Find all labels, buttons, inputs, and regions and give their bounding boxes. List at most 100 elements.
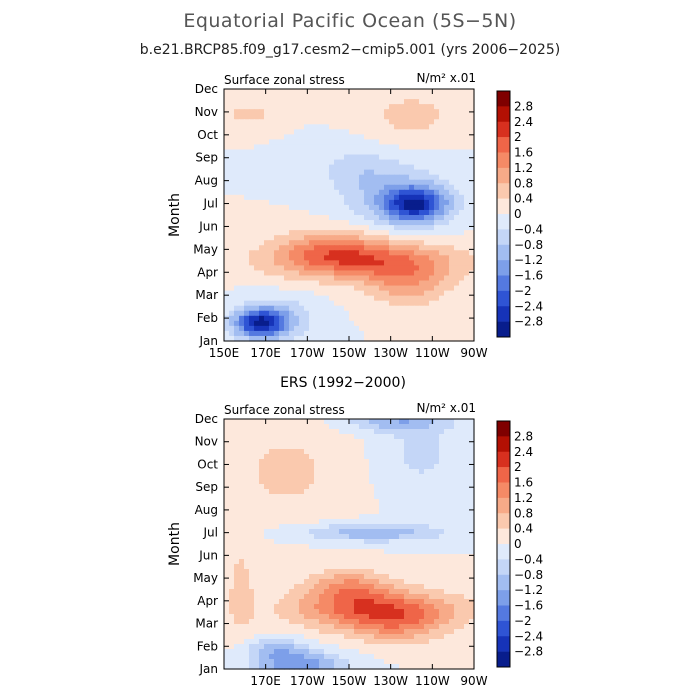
heatmap-cell	[439, 464, 445, 470]
heatmap-cell	[344, 209, 350, 216]
heatmap-cell	[299, 424, 305, 430]
heatmap-cell	[369, 574, 375, 580]
heatmap-cell	[384, 240, 390, 246]
heatmap-cell	[394, 220, 400, 226]
heatmap-cell	[449, 225, 455, 231]
heatmap-cell	[369, 529, 375, 535]
heatmap-cell	[284, 310, 290, 317]
heatmap-cell	[234, 474, 240, 480]
heatmap-cell	[324, 300, 330, 307]
heatmap-cell	[369, 544, 375, 550]
heatmap-cell	[234, 534, 240, 540]
heatmap-cell	[464, 295, 470, 302]
heatmap-cell	[364, 554, 370, 560]
heatmap-cell	[444, 89, 450, 95]
heatmap-cell	[439, 624, 445, 630]
heatmap-cell	[429, 599, 435, 605]
heatmap-cell	[289, 459, 295, 465]
heatmap-cell	[234, 129, 240, 135]
heatmap-cell	[309, 434, 315, 440]
heatmap-cell	[259, 149, 265, 156]
heatmap-cell	[444, 519, 450, 525]
heatmap-cell	[314, 454, 320, 460]
heatmap-cell	[299, 189, 305, 196]
heatmap-cell	[349, 144, 355, 151]
heatmap-cell	[464, 574, 470, 580]
heatmap-cell	[329, 479, 335, 485]
heatmap-cell	[449, 194, 455, 201]
heatmap-cell	[294, 459, 300, 465]
heatmap-cell	[434, 335, 440, 342]
heatmap-cell	[284, 504, 290, 510]
heatmap-cell	[464, 169, 470, 176]
heatmap-cell	[384, 220, 390, 226]
heatmap-cell	[324, 194, 330, 201]
heatmap-cell	[339, 629, 345, 635]
heatmap-cell	[239, 245, 245, 251]
heatmap-cell	[464, 164, 470, 171]
heatmap-cell	[409, 119, 415, 125]
heatmap-cell	[279, 129, 285, 135]
heatmap-cell	[464, 424, 470, 430]
heatmap-cell	[439, 534, 445, 540]
heatmap-cell	[414, 330, 420, 337]
heatmap-cell	[454, 124, 460, 130]
heatmap-cell	[414, 424, 420, 430]
heatmap-cell	[229, 230, 235, 236]
heatmap-cell	[464, 139, 470, 146]
heatmap-cell	[364, 634, 370, 640]
heatmap-cell	[249, 114, 255, 120]
heatmap-cell	[239, 614, 245, 620]
heatmap-cell	[334, 604, 340, 610]
heatmap-cell	[339, 139, 345, 146]
heatmap-cell	[364, 439, 370, 445]
heatmap-cell	[374, 559, 380, 565]
heatmap-cell	[309, 99, 315, 105]
heatmap-cell	[464, 194, 470, 201]
heatmap-cell	[319, 220, 325, 226]
heatmap-cell	[374, 539, 380, 545]
heatmap-cell	[404, 285, 410, 292]
heatmap-cell	[264, 159, 270, 166]
heatmap-cell	[359, 315, 365, 322]
heatmap-cell	[414, 315, 420, 322]
heatmap-cell	[274, 335, 280, 342]
heatmap-cell	[409, 424, 415, 430]
heatmap-cell	[304, 599, 310, 605]
heatmap-cell	[469, 519, 475, 525]
heatmap-cell	[279, 280, 285, 287]
heatmap-cell	[314, 124, 320, 130]
heatmap-cell	[259, 469, 265, 475]
heatmap-cell	[369, 89, 375, 95]
heatmap-cell	[399, 300, 405, 307]
heatmap-cell	[319, 479, 325, 485]
heatmap-cell	[354, 484, 360, 490]
heatmap-cell	[434, 109, 440, 115]
heatmap-cell	[354, 544, 360, 550]
heatmap-cell	[239, 554, 245, 560]
heatmap-cell	[314, 554, 320, 560]
heatmap-cell	[279, 599, 285, 605]
heatmap-cell	[414, 310, 420, 317]
heatmap-cell	[369, 534, 375, 540]
heatmap-cell	[344, 539, 350, 545]
heatmap-cell	[334, 230, 340, 236]
heatmap-cell	[369, 225, 375, 231]
heatmap-cell	[314, 559, 320, 565]
heatmap-cell	[389, 109, 395, 115]
heatmap-cell	[279, 270, 285, 277]
heatmap-cell	[384, 310, 390, 317]
heatmap-cell	[329, 614, 335, 620]
heatmap-cell	[264, 320, 270, 327]
heatmap-cell	[394, 539, 400, 545]
heatmap-cell	[404, 454, 410, 460]
heatmap-cell	[344, 599, 350, 605]
heatmap-cell	[284, 419, 290, 425]
heatmap-cell	[259, 534, 265, 540]
heatmap-cell	[359, 634, 365, 640]
heatmap-cell	[284, 534, 290, 540]
heatmap-cell	[464, 459, 470, 465]
heatmap-cell	[409, 614, 415, 620]
heatmap-cell	[399, 305, 405, 312]
heatmap-cell	[449, 629, 455, 635]
